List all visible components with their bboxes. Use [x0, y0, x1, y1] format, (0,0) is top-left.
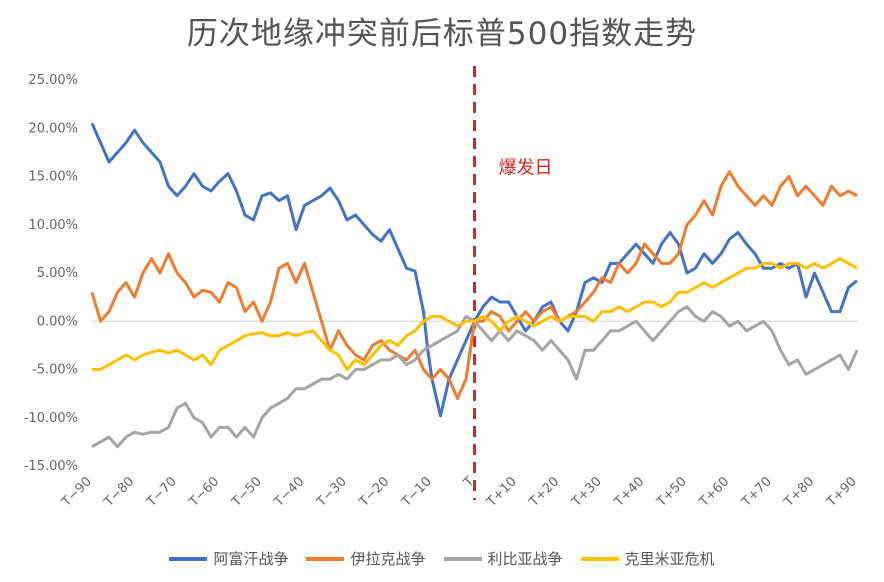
- chart-legend: 阿富汗战争 伊拉克战争 利比亚战争 克里米亚危机: [0, 548, 884, 569]
- x-tick-label: T−80: [101, 474, 137, 510]
- x-tick-label: T−20: [356, 474, 392, 510]
- y-tick-label: 15.00%: [28, 170, 78, 185]
- x-tick-label: T+30: [568, 474, 604, 510]
- x-tick-label: T+60: [696, 474, 732, 510]
- legend-swatch: [169, 556, 208, 561]
- legend-swatch: [306, 556, 345, 561]
- event-day-label: 爆发日: [499, 158, 553, 179]
- legend-label: 伊拉克战争: [350, 550, 426, 568]
- x-tick-label: T−90: [58, 474, 94, 510]
- x-tick-label: T+50: [653, 474, 689, 510]
- legend-item-1: 阿富汗战争: [169, 548, 288, 569]
- y-tick-label: -15.00%: [24, 459, 78, 474]
- legend-swatch: [443, 556, 482, 561]
- x-tick-label: T−40: [271, 474, 307, 510]
- y-tick-label: 0.00%: [37, 314, 78, 329]
- legend-label: 克里米亚危机: [624, 550, 715, 568]
- x-tick-label: T−60: [186, 474, 222, 510]
- legend-item-4: 克里米亚危机: [580, 548, 715, 569]
- legend-label: 利比亚战争: [487, 550, 563, 568]
- x-tick-label: T−70: [143, 474, 179, 510]
- y-tick-label: -5.00%: [32, 363, 78, 378]
- legend-label: 阿富汗战争: [213, 550, 289, 568]
- y-tick-label: 10.00%: [28, 218, 78, 233]
- x-axis: T−90 T−80 T−70 T−60 T−50 T−40 T−30 T−20 T−10 T T+1…: [58, 474, 859, 510]
- series-line-1: [90, 122, 858, 418]
- x-tick-label: T+20: [526, 474, 562, 510]
- y-tick-label: 5.00%: [37, 266, 78, 281]
- y-tick-label: -10.00%: [24, 411, 78, 426]
- legend-swatch: [580, 556, 619, 561]
- legend-item-2: 伊拉克战争: [306, 548, 426, 569]
- series-layer: [90, 122, 859, 449]
- y-axis: 25.00% 20.00% 15.00% 10.00% 5.00% 0.00% -5.00%…: [24, 73, 78, 474]
- x-tick-label: T+10: [483, 474, 519, 510]
- series-line-4: [92, 257, 858, 371]
- y-tick-label: 20.00%: [28, 121, 78, 136]
- x-tick-label: T−30: [313, 474, 349, 510]
- x-tick-label: T+90: [823, 474, 859, 510]
- x-tick-label: T−10: [398, 474, 434, 510]
- y-tick-label: 25.00%: [28, 73, 78, 88]
- x-tick-label: T−50: [228, 474, 264, 510]
- x-tick-label: T+40: [611, 474, 647, 510]
- x-tick-label: T+80: [781, 474, 817, 510]
- chart-title: 历次地缘冲突前后标普500指数走势: [186, 16, 698, 52]
- x-tick-label: T+70: [738, 474, 774, 510]
- legend-item-3: 利比亚战争: [443, 548, 563, 569]
